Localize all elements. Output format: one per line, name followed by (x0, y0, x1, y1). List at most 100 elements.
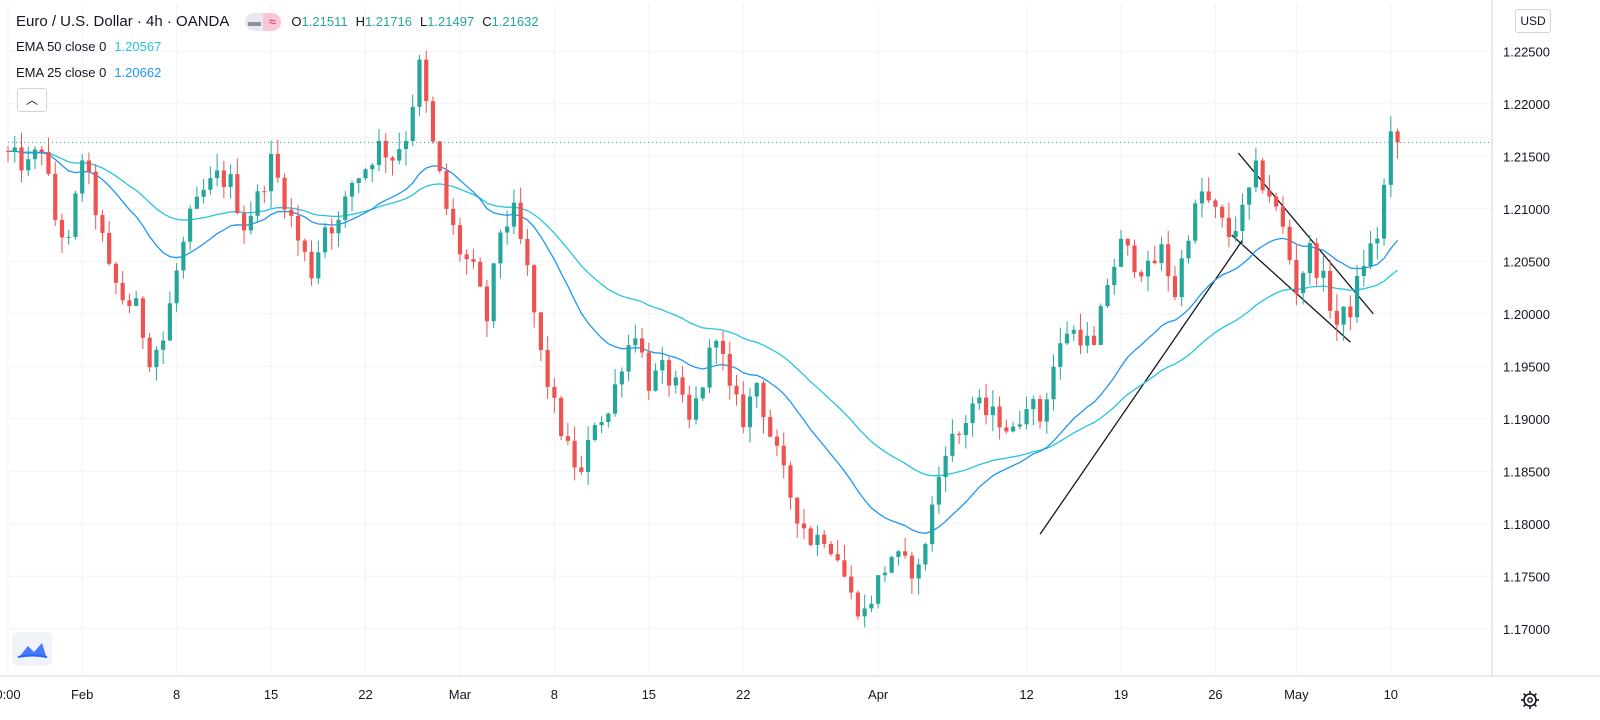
candle-body (370, 164, 375, 170)
candle-body (903, 551, 908, 556)
candle-body (505, 226, 510, 233)
candle-body (167, 303, 172, 341)
candle-body (538, 312, 543, 351)
candle-body (734, 385, 739, 395)
gear-icon[interactable] (1519, 689, 1541, 711)
candle-body (1348, 306, 1353, 318)
high-label: H (355, 14, 365, 29)
candle-body (612, 384, 618, 414)
candle-body (565, 436, 570, 441)
candle-body (181, 241, 186, 271)
candle-body (228, 174, 233, 188)
time-tick-label: 10 (1384, 687, 1398, 702)
candle-body (498, 232, 503, 264)
candle-body (140, 298, 146, 338)
candle-body (1010, 426, 1016, 432)
time-tick-label: 0:00 (0, 687, 21, 702)
candle-body (491, 263, 496, 322)
candle-body (289, 209, 294, 216)
candle-body (815, 534, 820, 545)
candle-body (1388, 131, 1393, 185)
candle-body (444, 171, 449, 209)
candle-body (869, 603, 874, 609)
price-axis: 1.17000 1.17500 1.18000 1.18500 1.19000 1.195… (1491, 0, 1550, 676)
candle-body (1145, 260, 1151, 277)
time-tick-label: 12 (1019, 687, 1033, 702)
candle-body (174, 270, 179, 304)
candle-body (147, 337, 152, 368)
candle-body (397, 149, 402, 161)
candle-body (66, 236, 71, 238)
candle-body (329, 227, 334, 234)
candle-body (1395, 131, 1400, 143)
ema25-label: EMA 25 close 0 (16, 65, 107, 80)
candle-body (417, 59, 422, 107)
symbol-row: Euro / U.S. Dollar · 4h · OANDA ▬ ≈ O1.2… (16, 10, 539, 34)
time-tick-label: Mar (449, 687, 472, 702)
candle-body (268, 153, 274, 192)
candle-body (977, 397, 982, 404)
price-tick-label: 1.19000 (1503, 412, 1550, 427)
symbol-title[interactable]: Euro / U.S. Dollar · 4h · OANDA (16, 13, 230, 30)
candle-body (525, 238, 530, 266)
candle-body (559, 397, 564, 437)
currency-badge[interactable]: USD (1515, 9, 1551, 33)
candle-body (1321, 270, 1326, 278)
candle-body (262, 191, 267, 193)
candle-body (437, 141, 442, 172)
collapse-legend-button[interactable]: ︿ (17, 88, 47, 112)
candle-body (248, 215, 253, 231)
candle-body (221, 170, 226, 188)
candle-body (255, 191, 260, 216)
candle-body (302, 240, 307, 252)
market-status-icon: ▬ (245, 13, 264, 31)
candle-body (1341, 306, 1346, 325)
candle-body (1031, 399, 1036, 410)
close-value: 1.21632 (491, 14, 539, 29)
candle-body (1091, 335, 1097, 345)
candle-body (1112, 266, 1117, 286)
candle-body (1118, 238, 1124, 267)
candle-body (1368, 243, 1373, 267)
time-tick-label: 22 (736, 687, 750, 702)
candle-body (633, 338, 638, 346)
candle-body (666, 360, 672, 386)
candle-body (747, 396, 753, 428)
candle-body (801, 523, 807, 529)
time-tick-label: 8 (551, 687, 558, 702)
ema-50-line (7, 150, 1398, 477)
candle-body (511, 202, 517, 227)
candle-body (471, 259, 476, 262)
candle-body (990, 406, 995, 416)
low-label: L (419, 14, 428, 29)
candle-body (154, 349, 159, 368)
price-tick-label: 1.21500 (1503, 149, 1550, 164)
candle-body (73, 193, 78, 237)
candle-body (532, 265, 537, 313)
tradingview-logo-icon[interactable] (12, 632, 52, 666)
candle-body (761, 382, 766, 418)
candle-body (100, 215, 105, 233)
candle-body (1381, 184, 1387, 239)
trendlines (1039, 152, 1374, 535)
candle-body (12, 147, 17, 152)
candle-body (714, 340, 719, 348)
candle-body (781, 445, 786, 466)
candle-body (545, 350, 550, 387)
candle-body (1179, 258, 1184, 298)
price-tick-label: 1.21000 (1503, 202, 1550, 217)
candle-body (235, 174, 240, 214)
candle-body (1334, 310, 1339, 325)
candle-body (1280, 206, 1285, 227)
candle-body (383, 140, 388, 158)
candle-body (693, 398, 699, 420)
candle-body (646, 352, 651, 391)
candle-body (592, 425, 597, 441)
indicator-ema50[interactable]: EMA 50 close 0 1.20567 (16, 34, 539, 60)
candle-body (788, 465, 793, 498)
candle-body (1354, 276, 1360, 318)
status-pill[interactable]: ▬ ≈ (245, 13, 282, 31)
indicator-ema25[interactable]: EMA 25 close 0 1.20662 (16, 60, 539, 86)
candle-body (113, 263, 119, 283)
